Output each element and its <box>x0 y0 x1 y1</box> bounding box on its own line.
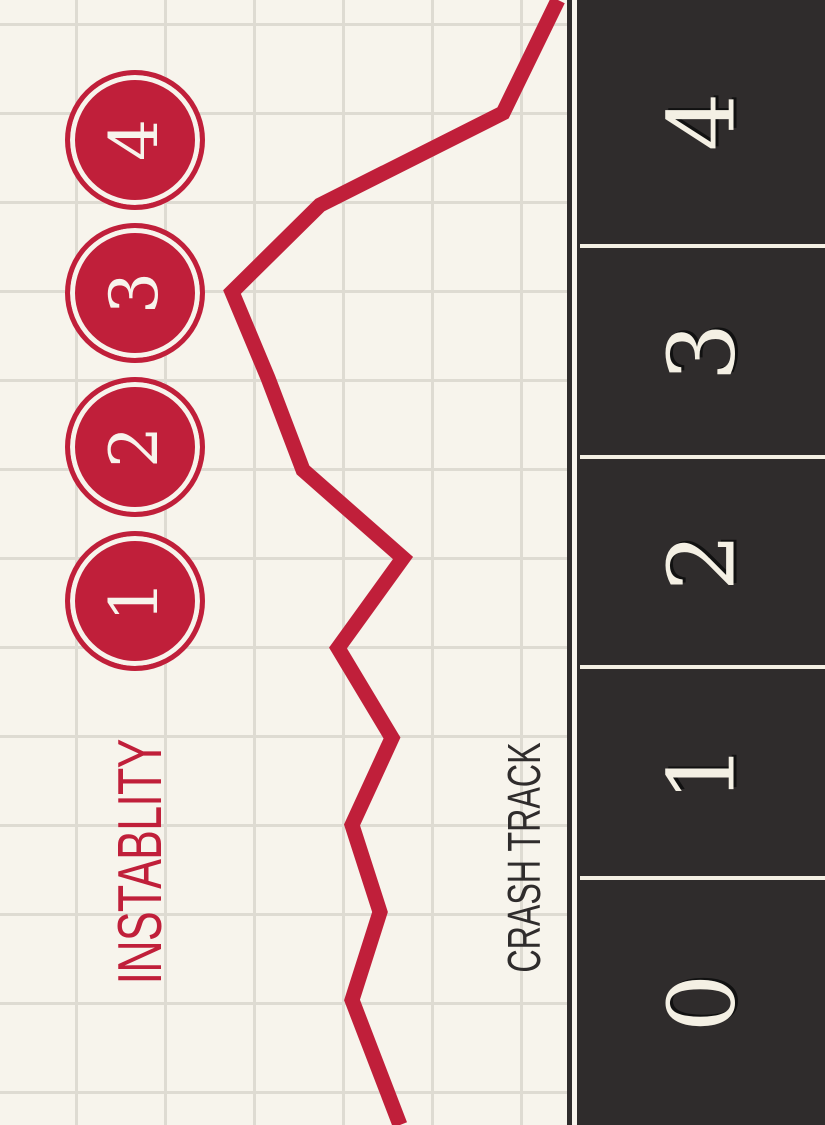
crash-track-cell-2[interactable]: 2 <box>580 459 825 665</box>
crash-track-divider <box>580 665 825 669</box>
instability-label: INSTABLITY <box>106 739 175 985</box>
instability-level-1[interactable]: 1 <box>65 531 205 671</box>
instability-level-2-number: 2 <box>96 426 173 468</box>
instability-level-2[interactable]: 2 <box>65 377 205 517</box>
crash-track-divider <box>580 876 825 880</box>
instability-level-4-number: 4 <box>96 119 173 161</box>
instability-level-4[interactable]: 4 <box>65 70 205 210</box>
crash-track-cell-1[interactable]: 1 <box>580 669 825 876</box>
crash-track-cell-3-number: 3 <box>648 322 756 381</box>
crash-track-divider <box>580 455 825 459</box>
crash-track-divider <box>580 244 825 248</box>
crash-track-edge <box>572 0 577 1125</box>
crash-track-cell-4[interactable]: 4 <box>580 0 825 244</box>
crash-track-cell-0[interactable]: 0 <box>580 880 825 1125</box>
crash-track-cell-1-number: 1 <box>648 743 756 802</box>
crash-track <box>567 0 825 1125</box>
crash-track-cell-3[interactable]: 3 <box>580 248 825 455</box>
instability-level-3-number: 3 <box>96 272 173 314</box>
instability-level-1-number: 1 <box>96 580 173 622</box>
crash-track-cell-2-number: 2 <box>648 532 756 592</box>
crash-track-label: CRASH TRACK <box>498 742 550 973</box>
crash-track-cell-4-number: 4 <box>648 92 756 152</box>
instability-level-3[interactable]: 3 <box>65 223 205 363</box>
crash-track-cell-0-number: 0 <box>648 973 756 1032</box>
